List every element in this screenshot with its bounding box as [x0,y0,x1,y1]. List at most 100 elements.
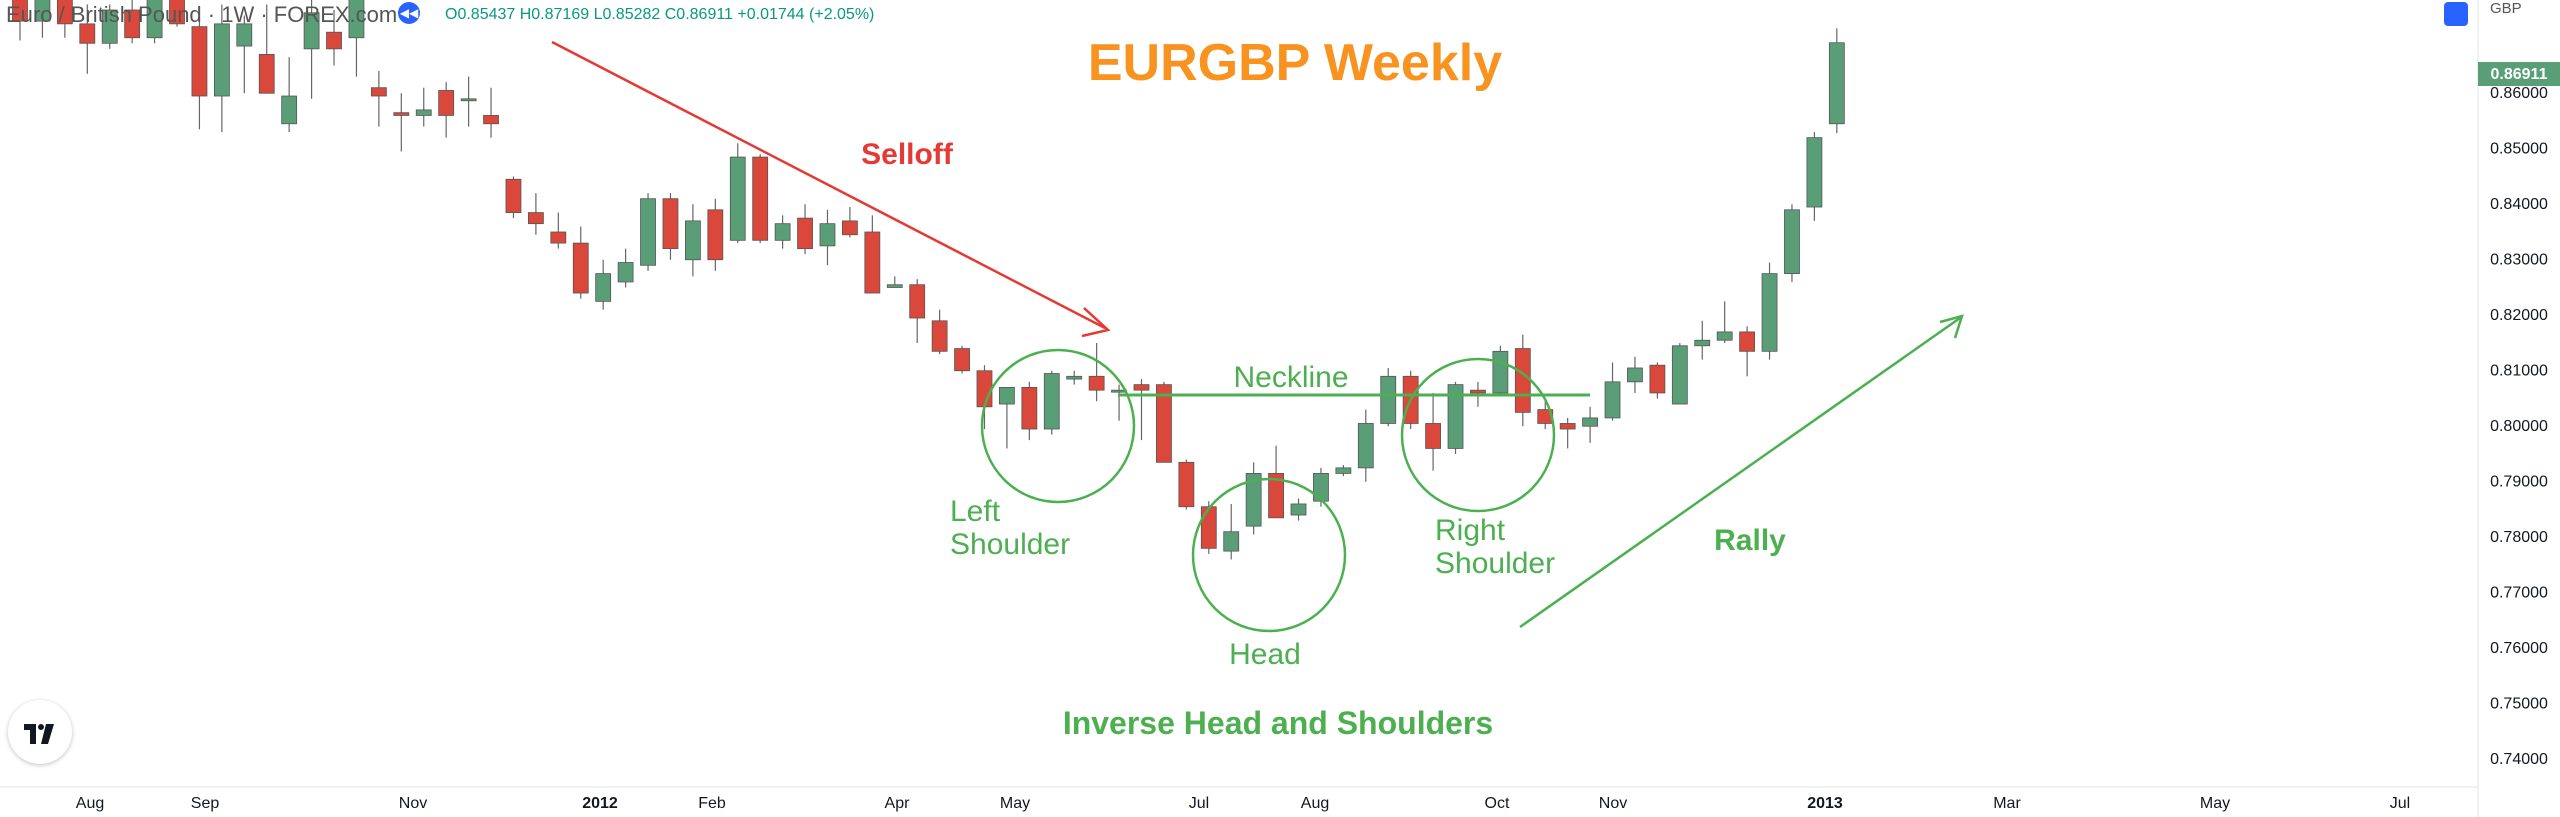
tradingview-logo-icon[interactable] [8,700,72,764]
candle-body [505,178,522,213]
price-tick-label: 0.78000 [2490,529,2548,546]
candle [976,365,993,430]
right-shoulder-circle [1400,357,1556,513]
candle-body [1784,209,1800,275]
candle [1066,370,1083,385]
price-tick-label: 0.74000 [2490,751,2548,768]
candle-body [572,242,589,294]
price-tick-label: 0.81000 [2490,363,2548,380]
candle-body [640,198,656,266]
time-tick-label: Nov [1599,795,1627,812]
candle [595,259,612,310]
price-scale-settings-icon[interactable] [2444,2,2468,26]
candle-body [1200,506,1217,549]
candle [774,215,791,249]
candle-body [999,386,1015,405]
price-tick-label: 0.86000 [2490,85,2548,102]
time-tick-label: 2012 [582,795,618,812]
currency-label[interactable]: GBP [2490,0,2522,17]
candle-body [101,9,118,44]
candle-body [909,284,926,319]
candle [146,0,163,44]
candle [1828,28,1845,134]
candle-body [550,231,567,244]
candle-body [1066,375,1083,380]
candle [954,345,970,374]
candle [191,7,208,130]
candle [1492,345,1509,396]
candle-body [460,98,477,102]
candle-body [213,23,230,97]
candle-body [281,95,298,125]
candle-body [819,223,836,247]
time-tick-label: May [1000,795,1030,812]
candle-body [1694,339,1711,347]
candle [1671,342,1688,405]
candle-body [12,0,28,22]
price-axis: 0.86000 0.85000 0.84000 0.83000 0.82000 0.810… [2490,85,2548,768]
pattern-label: Inverse Head and Shoulders [1063,705,1493,741]
candle-body [1761,273,1778,352]
candle-body [931,320,948,352]
candle [438,82,455,138]
candle [326,9,342,66]
candle-body [976,370,993,408]
candle [483,87,499,138]
candle-body [729,156,746,241]
candle-body [752,156,769,241]
last-price-label: 0.86911 [2491,66,2548,83]
candle-body [1357,423,1374,469]
time-tick-label: Nov [399,795,427,812]
candle [1514,334,1531,427]
candle [1156,381,1172,463]
candle [1761,262,1778,360]
candle [12,0,28,41]
candle [370,71,387,127]
time-tick-label: Oct [1485,795,1510,812]
candle-body [954,348,970,372]
candle [124,0,141,44]
candle [550,212,567,249]
time-axis: Aug Sep Nov 2012 Feb Apr May Jul Aug Oct Nov 2013 Ma… [76,795,2410,812]
candle-body [438,90,455,116]
time-tick-label: Jul [1189,795,1209,812]
candle [1739,326,1756,377]
candle [1223,503,1240,560]
candle [1133,379,1150,441]
candle [258,4,275,94]
candle [1043,370,1060,435]
candle [460,76,477,127]
rally-arrow [1519,314,1964,629]
rally-label: Rally [1714,524,1786,557]
settings-gear-icon[interactable] [2554,790,2555,791]
candle [393,93,410,152]
chart-title: EURGBP Weekly [1088,34,1502,92]
candle-body [527,212,544,225]
last-price-tag [2478,62,2560,86]
candle-body [1133,384,1150,391]
candle-body [415,109,432,116]
head-circle [1191,477,1347,633]
time-tick-label: Apr [885,795,911,812]
price-tick-label: 0.75000 [2490,696,2548,713]
replay-icon[interactable]: ◀◀ [398,2,420,24]
candle [752,154,769,244]
candle-body [1156,384,1172,463]
price-tick-label: 0.82000 [2490,307,2548,324]
candle [236,15,253,94]
candle-body [617,262,634,283]
symbol-label[interactable]: Euro / British Pound · 1W · FOREX.com [6,2,398,27]
price-tick-label: 0.83000 [2490,252,2548,269]
candle [505,176,522,219]
candle [999,386,1015,449]
candle-body [886,284,903,288]
candle [415,87,432,127]
candle [729,143,746,244]
ohlc-readout: O0.85437 H0.87169 L0.85282 C0.86911 +0.0… [445,6,875,23]
candle [34,0,51,38]
candle-body [1178,461,1195,508]
left-shoulder-label-line1: Left [950,495,1001,528]
candle-body [864,231,881,294]
time-tick-label: Aug [76,795,104,812]
